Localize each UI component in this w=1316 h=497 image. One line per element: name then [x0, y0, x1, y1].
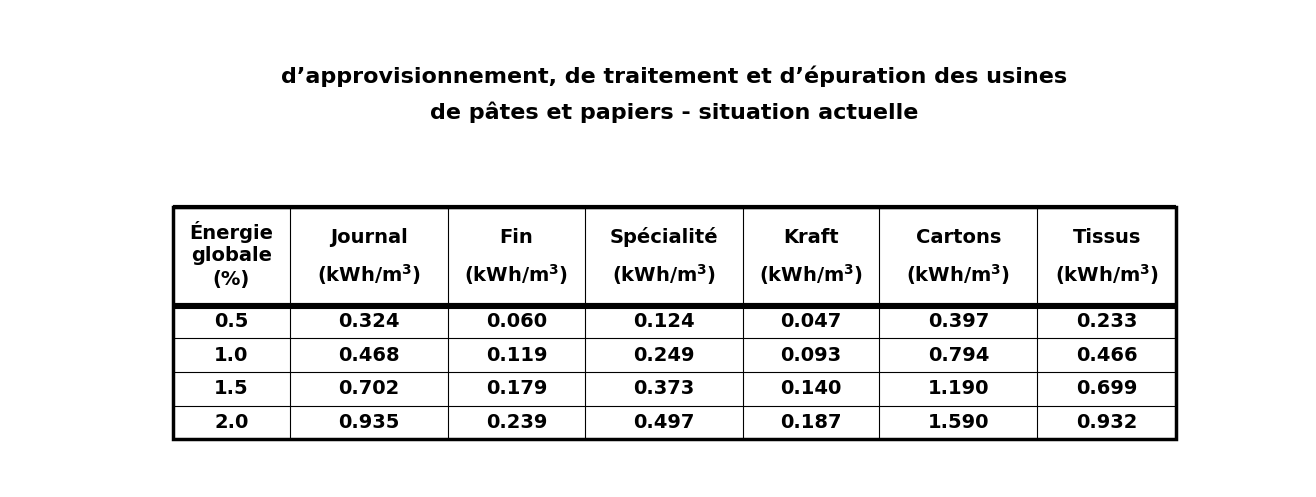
Text: (kWh/m$^\mathregular{3}$): (kWh/m$^\mathregular{3}$) [907, 262, 1011, 287]
Text: 0.497: 0.497 [633, 413, 695, 432]
Text: 0.794: 0.794 [928, 345, 990, 365]
Text: 0.5: 0.5 [215, 312, 249, 331]
Text: d’approvisionnement, de traitement et d’épuration des usines: d’approvisionnement, de traitement et d’… [282, 66, 1067, 87]
Text: 0.249: 0.249 [633, 345, 695, 365]
Text: Fin: Fin [500, 228, 533, 247]
Text: Énergie: Énergie [190, 221, 274, 243]
Text: (kWh/m$^\mathregular{3}$): (kWh/m$^\mathregular{3}$) [317, 262, 421, 287]
Text: 0.093: 0.093 [780, 345, 842, 365]
Text: 0.233: 0.233 [1076, 312, 1137, 331]
Text: 0.324: 0.324 [338, 312, 400, 331]
Text: 0.932: 0.932 [1076, 413, 1137, 432]
Text: (kWh/m$^\mathregular{3}$): (kWh/m$^\mathregular{3}$) [759, 262, 863, 287]
Text: 0.047: 0.047 [780, 312, 842, 331]
Text: 0.119: 0.119 [486, 345, 547, 365]
Text: globale: globale [191, 246, 272, 265]
Text: 0.397: 0.397 [928, 312, 990, 331]
Text: 0.699: 0.699 [1076, 379, 1137, 398]
Text: 2.0: 2.0 [215, 413, 249, 432]
Text: Spécialité: Spécialité [609, 228, 719, 248]
Text: 1.590: 1.590 [928, 413, 990, 432]
Text: (kWh/m$^\mathregular{3}$): (kWh/m$^\mathregular{3}$) [1054, 262, 1159, 287]
Text: 1.190: 1.190 [928, 379, 990, 398]
Text: 0.239: 0.239 [486, 413, 547, 432]
Text: (%): (%) [213, 270, 250, 289]
Text: 0.702: 0.702 [338, 379, 400, 398]
Text: (kWh/m$^\mathregular{3}$): (kWh/m$^\mathregular{3}$) [612, 262, 716, 287]
Text: 0.187: 0.187 [780, 413, 842, 432]
Text: Kraft: Kraft [783, 228, 838, 247]
Text: 0.124: 0.124 [633, 312, 695, 331]
Text: 0.373: 0.373 [633, 379, 695, 398]
Text: 1.0: 1.0 [215, 345, 249, 365]
Text: de pâtes et papiers - situation actuelle: de pâtes et papiers - situation actuelle [430, 102, 919, 123]
Text: 1.5: 1.5 [215, 379, 249, 398]
Text: 0.060: 0.060 [486, 312, 547, 331]
Text: 0.140: 0.140 [780, 379, 842, 398]
Text: 0.468: 0.468 [338, 345, 400, 365]
Text: Cartons: Cartons [916, 228, 1001, 247]
Text: 0.179: 0.179 [486, 379, 547, 398]
Text: Journal: Journal [330, 228, 408, 247]
Text: (kWh/m$^\mathregular{3}$): (kWh/m$^\mathregular{3}$) [465, 262, 569, 287]
Text: 0.466: 0.466 [1076, 345, 1137, 365]
Text: Tissus: Tissus [1073, 228, 1141, 247]
Text: 0.935: 0.935 [338, 413, 400, 432]
